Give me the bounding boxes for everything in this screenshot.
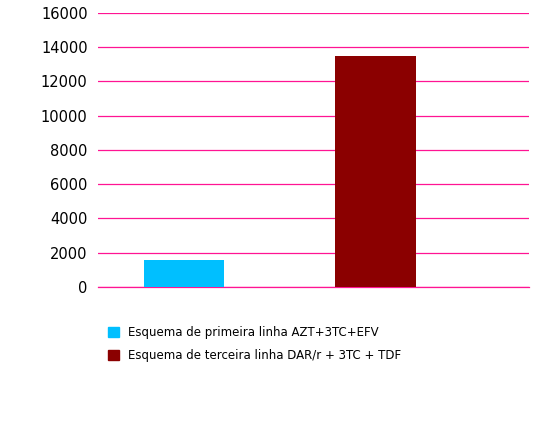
Bar	[335, 56, 416, 287]
Legend: Esquema de primeira linha AZT+3TC+EFV, Esquema de terceira linha DAR/r + 3TC + T: Esquema de primeira linha AZT+3TC+EFV, E…	[108, 326, 402, 362]
Bar	[144, 260, 225, 287]
